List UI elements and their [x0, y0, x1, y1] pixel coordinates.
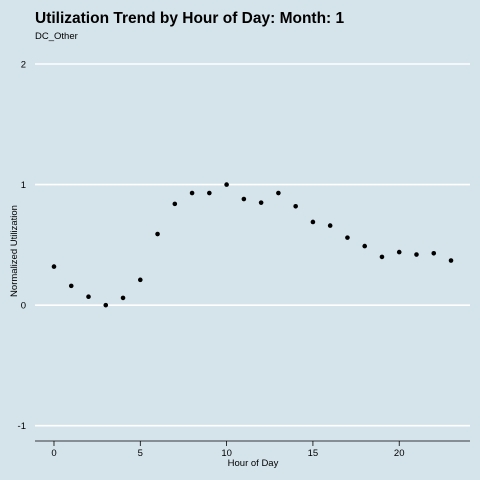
y-tick-label: -1: [18, 421, 26, 432]
data-point: [276, 190, 281, 196]
y-tick-label: 2: [21, 60, 26, 71]
data-point: [137, 277, 143, 283]
data-point: [310, 219, 316, 225]
data-point: [396, 249, 402, 255]
data-point: [68, 283, 74, 289]
y-axis-label: Normalized Utilization: [9, 205, 20, 297]
data-point: [120, 295, 126, 301]
data-point: [86, 294, 91, 300]
x-tick-label: 10: [221, 448, 232, 459]
data-point: [431, 251, 437, 256]
x-tick-label: 0: [51, 448, 56, 459]
x-axis-label: Hour of Day: [228, 458, 279, 469]
data-point: [258, 200, 264, 205]
y-tick-label: 1: [21, 180, 26, 191]
chart-title: Utilization Trend by Hour of Day: Month:…: [35, 10, 345, 27]
x-tick-labels: 0 5 10 15 20: [51, 441, 405, 459]
data-point: [155, 231, 160, 237]
y-tick-label: 0: [21, 301, 26, 312]
data-point: [362, 243, 368, 249]
data-point: [51, 264, 57, 269]
grid-lines: [35, 63, 470, 427]
data-point: [241, 196, 247, 202]
data-point: [207, 190, 212, 196]
x-tick-label: 5: [138, 448, 143, 459]
chart-subtitle: DC_Other: [35, 31, 78, 42]
data-point: [293, 203, 298, 209]
data-point: [189, 190, 195, 196]
x-tick-label: 15: [308, 448, 319, 459]
data-point: [103, 302, 109, 308]
data-point: [224, 182, 229, 187]
data-point: [379, 254, 385, 260]
data-point: [448, 258, 454, 263]
x-tick-label: 20: [394, 448, 405, 459]
data-point: [327, 223, 333, 228]
y-tick-labels: -1 0 1 2: [18, 60, 26, 433]
data-point: [345, 235, 350, 240]
data-points: [51, 182, 454, 308]
data-point: [414, 252, 419, 257]
data-point: [172, 201, 178, 207]
